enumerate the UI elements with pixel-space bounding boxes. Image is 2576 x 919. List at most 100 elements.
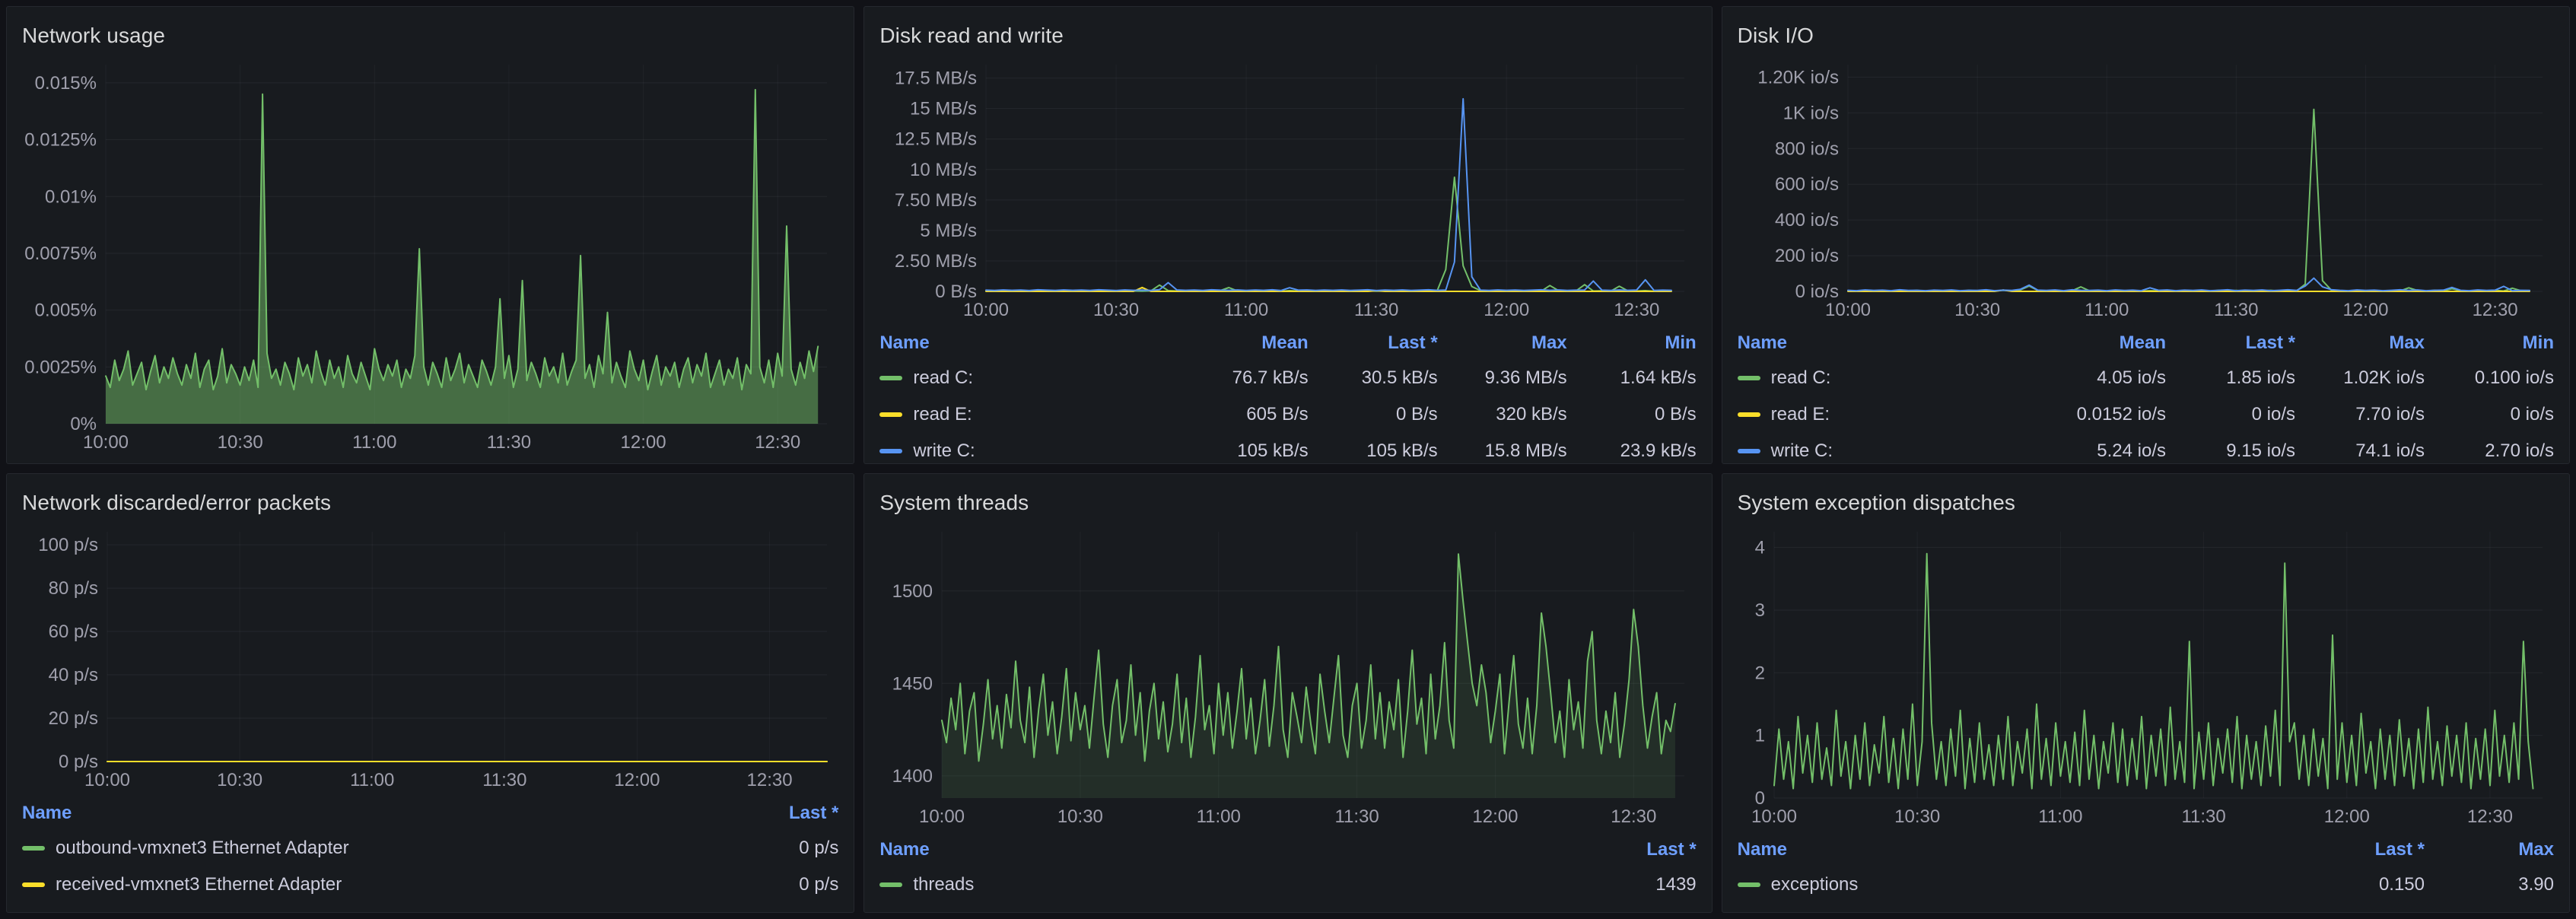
legend-value: 76.7 kB/s [1232, 367, 1309, 388]
legend-header-min[interactable]: Min [1665, 332, 1697, 353]
legend-value: 105 kB/s [1237, 440, 1309, 461]
svg-text:600 io/s: 600 io/s [1775, 174, 1839, 195]
series-name[interactable]: write C: [913, 440, 975, 461]
x-axis: 10:00 10:30 11:00 11:30 12:00 12:30 [84, 532, 793, 790]
svg-text:11:00: 11:00 [2038, 806, 2082, 827]
legend-value: 23.9 kB/s [1620, 440, 1697, 461]
panel-network-usage: Network usage 0% 0.0025% 0.005% 0.0075% 0.01… [6, 6, 855, 464]
chart-canvas[interactable]: 1400 1450 1500 10:00 10:30 11:00 11:30 12:00 12:… [879, 521, 1696, 828]
svg-text:2: 2 [1754, 663, 1764, 683]
system-threads-chart[interactable]: 1400 1450 1500 10:00 10:30 11:00 11:30 12:00 12:… [879, 521, 1696, 828]
svg-text:12:30: 12:30 [755, 432, 800, 453]
svg-text:12:30: 12:30 [1614, 300, 1660, 320]
chart-canvas[interactable]: 0 io/s 200 io/s 400 io/s 600 io/s 800 io/s 1K… [1738, 54, 2554, 322]
legend-header-last[interactable]: Last * [1388, 332, 1438, 353]
legend-value: 0.0152 io/s [2076, 404, 2166, 425]
svg-text:10:30: 10:30 [1093, 300, 1139, 320]
legend-header-name[interactable]: Name [879, 839, 930, 860]
legend-header-row: Name Last * [879, 833, 1696, 867]
svg-text:12:00: 12:00 [1473, 806, 1519, 827]
chart-canvas[interactable]: 0 B/s 2.50 MB/s 5 MB/s 7.50 MB/s 10 MB/s 12.5… [879, 54, 1696, 322]
x-axis: 10:00 10:30 11:00 11:30 12:00 12:30 [963, 65, 1660, 320]
legend-value: 2.70 io/s [2485, 440, 2554, 461]
legend-value: 5.24 io/s [2097, 440, 2166, 461]
legend-row: read C: 76.7 kB/s 30.5 kB/s 9.36 MB/s 1.64 k… [879, 360, 1697, 396]
svg-text:11:30: 11:30 [2214, 300, 2258, 320]
legend-header-name[interactable]: Name [1737, 839, 1788, 860]
series-name[interactable]: exceptions [1770, 874, 1859, 895]
network-usage-chart[interactable]: 0% 0.0025% 0.005% 0.0075% 0.01% 0.0125% 0.015%… [22, 54, 838, 454]
svg-text:10:30: 10:30 [1057, 806, 1103, 827]
panel-title-disk-io[interactable]: Disk I/O [1737, 24, 1814, 47]
legend-value: 0.150 [2378, 874, 2425, 895]
legend-header-max[interactable]: Max [2518, 839, 2554, 860]
series-name[interactable]: received-vmxnet3 Ethernet Adapter [56, 874, 342, 895]
series-name[interactable]: outbound-vmxnet3 Ethernet Adapter [56, 838, 349, 858]
svg-text:100 p/s: 100 p/s [38, 535, 98, 555]
series-read-c- [1846, 108, 2530, 292]
panel-title-system-threads[interactable]: System threads [879, 491, 1029, 514]
chart-canvas[interactable]: 0 1 2 3 4 10:00 10:30 11:00 11:30 12:00 12:30 [1738, 521, 2554, 828]
series-name[interactable]: write C: [1770, 440, 1833, 461]
svg-text:11:30: 11:30 [1354, 300, 1398, 320]
svg-text:10 MB/s: 10 MB/s [910, 160, 977, 180]
svg-text:1K io/s: 1K io/s [1783, 103, 1838, 123]
disk-read-write-chart[interactable]: 0 B/s 2.50 MB/s 5 MB/s 7.50 MB/s 10 MB/s 12.5… [879, 54, 1696, 322]
series-name[interactable]: read C: [1770, 367, 1831, 388]
series-exceptions [1773, 552, 2534, 790]
svg-text:80 p/s: 80 p/s [49, 578, 98, 599]
legend-header-name[interactable]: Name [879, 332, 930, 353]
legend-header-last[interactable]: Last * [788, 803, 839, 823]
panel-title-network-discarded[interactable]: Network discarded/error packets [22, 491, 332, 514]
svg-text:1500: 1500 [892, 581, 933, 602]
panel-title-disk-read-write[interactable]: Disk read and write [879, 24, 1064, 47]
legend-value: 9.15 io/s [2226, 440, 2295, 461]
legend-header-max[interactable]: Max [1531, 332, 1567, 353]
svg-text:12:30: 12:30 [2467, 806, 2513, 827]
legend-header-min[interactable]: Min [2522, 332, 2554, 353]
network-discarded-chart[interactable]: 0 p/s 20 p/s 40 p/s 60 p/s 80 p/s 100 p/s 10:0… [22, 521, 838, 792]
svg-text:0.015%: 0.015% [35, 73, 97, 94]
svg-text:10:00: 10:00 [1825, 300, 1871, 320]
svg-text:60 p/s: 60 p/s [49, 622, 98, 642]
svg-text:1.20K io/s: 1.20K io/s [1757, 67, 1839, 87]
svg-text:10:30: 10:30 [218, 432, 263, 453]
chart-canvas[interactable]: 0% 0.0025% 0.005% 0.0075% 0.01% 0.0125% 0.015%… [22, 54, 838, 454]
svg-text:5 MB/s: 5 MB/s [921, 221, 978, 241]
legend-header-mean[interactable]: Mean [2119, 332, 2166, 353]
svg-text:11:30: 11:30 [482, 770, 526, 790]
svg-text:0: 0 [1754, 788, 1764, 809]
svg-text:0 B/s: 0 B/s [936, 281, 978, 302]
series-name[interactable]: threads [913, 874, 975, 895]
legend-value: 605 B/s [1246, 404, 1309, 425]
panel-title-network-usage[interactable]: Network usage [22, 24, 166, 47]
svg-text:2.50 MB/s: 2.50 MB/s [895, 251, 977, 272]
svg-text:10:00: 10:00 [963, 300, 1009, 320]
legend-header-name[interactable]: Name [22, 803, 72, 823]
legend-value: 0.100 io/s [2474, 367, 2554, 388]
series-color-swatch [1737, 376, 1760, 380]
series-name[interactable]: read E: [913, 404, 972, 425]
legend-value: 74.1 io/s [2355, 440, 2425, 461]
panel-system-threads: System threads 1400 1450 1500 10:00 10:30 11:… [863, 473, 1713, 913]
system-exceptions-chart[interactable]: 0 1 2 3 4 10:00 10:30 11:00 11:30 12:00 12:30 [1738, 521, 2554, 828]
legend-header-name[interactable]: Name [1737, 332, 1788, 353]
svg-text:0.0075%: 0.0075% [24, 243, 97, 264]
svg-text:11:00: 11:00 [1197, 806, 1241, 827]
legend-header-mean[interactable]: Mean [1261, 332, 1309, 353]
legend: Name Last * Max exceptions 0.150 3.90 [1737, 828, 2554, 903]
svg-text:11:30: 11:30 [487, 432, 531, 453]
series-name[interactable]: read E: [1770, 404, 1830, 425]
series-name[interactable]: read C: [913, 367, 974, 388]
legend-header-last[interactable]: Last * [1646, 839, 1697, 860]
panel-title-system-exceptions[interactable]: System exception dispatches [1737, 491, 2015, 514]
legend-header-last[interactable]: Last * [2245, 332, 2295, 353]
disk-io-chart[interactable]: 0 io/s 200 io/s 400 io/s 600 io/s 800 io/s 1K… [1738, 54, 2554, 322]
legend-header-max[interactable]: Max [2389, 332, 2425, 353]
legend-value: 0 p/s [799, 874, 839, 895]
series-color-swatch [22, 882, 45, 887]
legend-header-last[interactable]: Last * [2374, 839, 2425, 860]
legend-value: 4.05 io/s [2097, 367, 2166, 388]
svg-text:11:30: 11:30 [1335, 806, 1379, 827]
